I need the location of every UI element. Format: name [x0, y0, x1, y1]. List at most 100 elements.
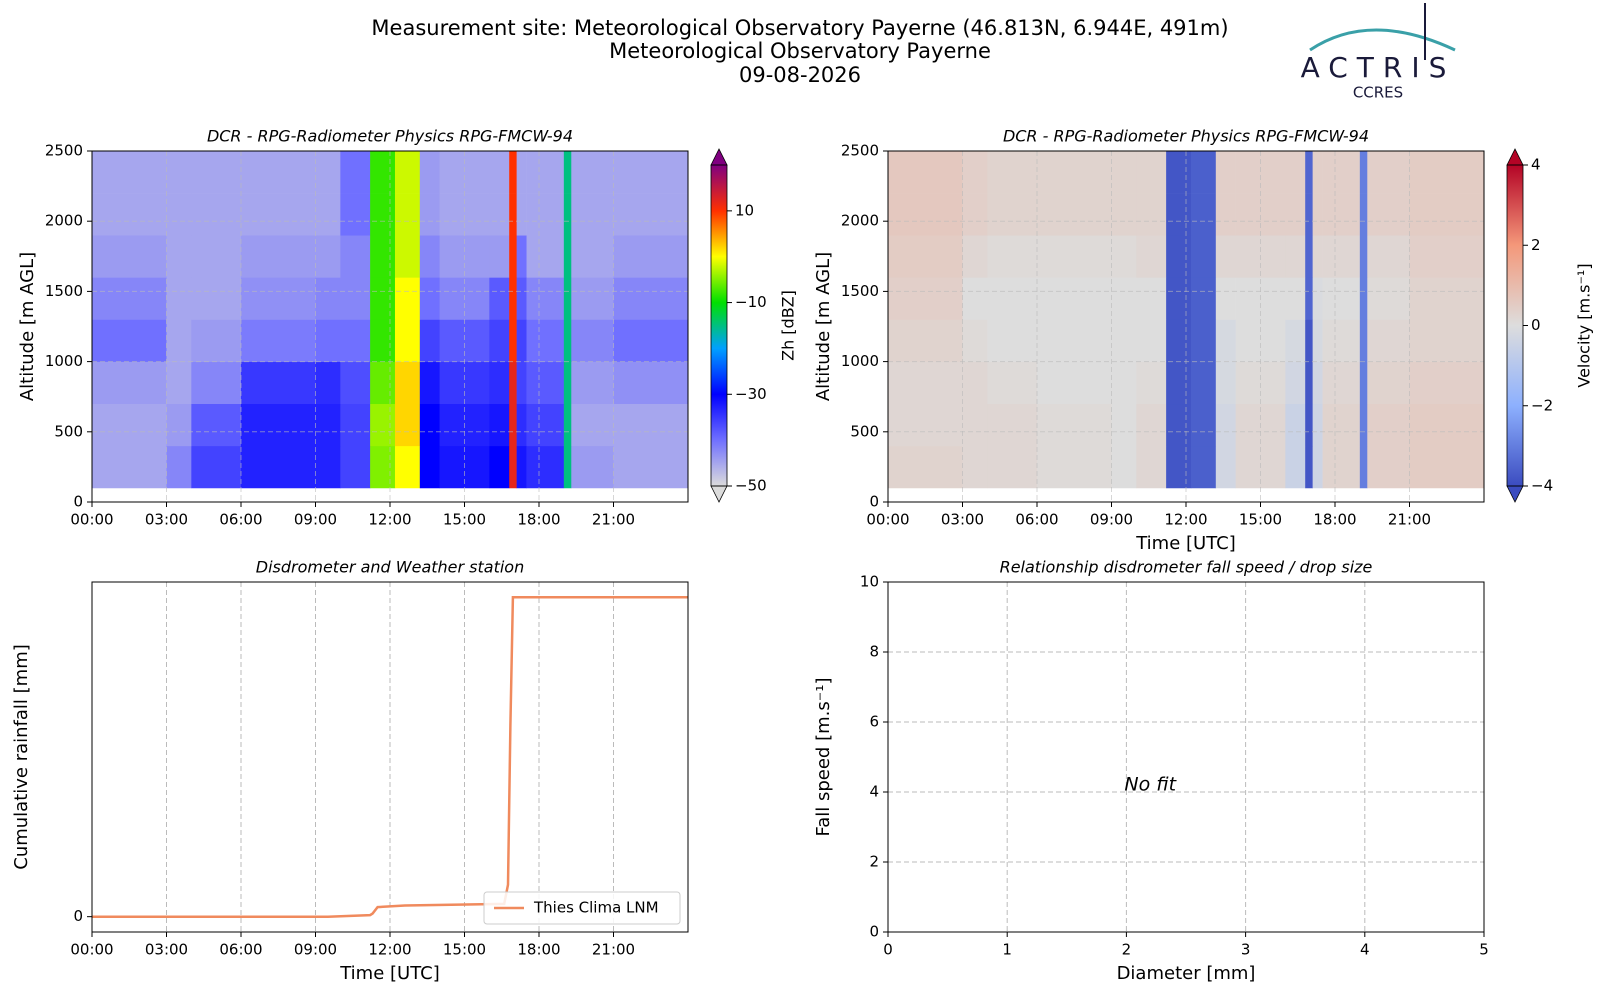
heatmap-cell [489, 361, 510, 405]
heatmap-cell [1215, 319, 1236, 362]
y-axis-label: Cumulative rainfall [mm] [11, 644, 32, 870]
heatmap-cell [1359, 319, 1368, 362]
heatmap-cell [92, 361, 167, 405]
heatmap-cell [394, 235, 421, 278]
heatmap-cell [888, 319, 963, 362]
heatmap-cell [888, 277, 963, 320]
y-tick-label: 0 [869, 923, 879, 941]
heatmap-cell [888, 151, 963, 194]
heatmap-cell [516, 235, 527, 278]
heatmap-cell [1409, 319, 1485, 362]
legend-box [483, 891, 681, 925]
heatmap-cell [92, 277, 167, 320]
heatmap-cell [987, 445, 1038, 489]
panel-title: Disdrometer and Weather station [256, 558, 524, 577]
heatmap-cell [241, 319, 316, 362]
heatmap-cell [241, 193, 316, 236]
heatmap-cell [489, 403, 510, 447]
heatmap-cell [1285, 361, 1306, 405]
heatmap-cell [1136, 235, 1167, 278]
heatmap-cell [509, 235, 517, 278]
heatmap-cell [489, 151, 510, 194]
heatmap-cell [315, 277, 341, 320]
heatmap-cell [1111, 151, 1137, 194]
heatmap-cell [1037, 319, 1112, 362]
heatmap-cell [1166, 151, 1192, 194]
heatmap-cell [1037, 193, 1112, 236]
heatmap-cell [509, 361, 517, 405]
y-tick-label: 2500 [841, 142, 879, 160]
heatmap-cell [1166, 193, 1192, 236]
logo: ACTRIS CCRES [1301, 3, 1456, 102]
heatmap-cell [1367, 319, 1410, 362]
heatmap-cell [394, 361, 421, 405]
heatmap-cell [370, 319, 396, 362]
heatmap-cell [1359, 235, 1368, 278]
heatmap-cell [1285, 403, 1306, 447]
heatmap-cell [1305, 361, 1313, 405]
heatmap-cell [166, 277, 192, 320]
heatmap-cell [962, 235, 988, 278]
date: 09-08-2026 [739, 63, 861, 87]
heatmap-cell [526, 319, 565, 362]
heatmap-cell [1312, 193, 1323, 236]
heatmap-cell [1305, 445, 1313, 489]
heatmap-cell [563, 403, 572, 447]
heatmap-cell [1136, 403, 1167, 447]
heatmap-cell [1367, 403, 1410, 447]
heatmap-cell [888, 361, 963, 405]
heatmap-cell [419, 361, 440, 405]
colorbar-tick-label: 2 [1531, 236, 1541, 254]
heatmap-cell [1166, 445, 1192, 489]
x-tick-label: 03:00 [941, 511, 984, 529]
heatmap-cell [1111, 403, 1137, 447]
y-axis-label: Altitude [m AGL] [17, 252, 38, 401]
panel-title: DCR - RPG-Radiometer Physics RPG-FMCW-94 [1003, 127, 1369, 146]
heatmap-cell [987, 193, 1038, 236]
y-tick-label: 1000 [841, 352, 879, 370]
heatmap-cell [166, 235, 192, 278]
heatmap-cell [1285, 235, 1306, 278]
heatmap-cell [1285, 277, 1306, 320]
heatmap-cell [1312, 403, 1323, 447]
heatmap-cell [394, 193, 421, 236]
heatmap-cell [394, 277, 421, 320]
heatmap-cell [1215, 445, 1236, 489]
colorbar-tick-label: 10 [735, 201, 754, 219]
colorbar-tick-label: −30 [735, 385, 767, 403]
heatmap-cell [1285, 445, 1306, 489]
heatmap-cell [1190, 193, 1217, 236]
heatmap-cell [613, 235, 689, 278]
heatmap-cell [191, 445, 242, 489]
y-tick-label: 0 [869, 493, 879, 511]
heatmap-cell [1305, 403, 1313, 447]
heatmap-cell [987, 235, 1038, 278]
y-tick-label: 1500 [841, 282, 879, 300]
heatmap-cell [1359, 193, 1368, 236]
heatmap-cell [613, 277, 689, 320]
heatmap-cell [419, 235, 440, 278]
heatmap-cell [340, 277, 371, 320]
x-tick-label: 4 [1360, 941, 1370, 959]
x-tick-label: 21:00 [1388, 511, 1431, 529]
heatmap-cell [1136, 445, 1167, 489]
heatmap-cell [613, 361, 689, 405]
heatmap-cell [191, 235, 242, 278]
heatmap-cell [340, 403, 371, 447]
x-tick-label: 09:00 [1090, 511, 1133, 529]
heatmap-cell [489, 445, 510, 489]
heatmap-cell [987, 277, 1038, 320]
heatmap-cell [888, 235, 963, 278]
heatmap-cell [166, 151, 192, 194]
heatmap-cell [1367, 151, 1410, 194]
heatmap-cell [1305, 193, 1313, 236]
heatmap-cell [563, 193, 572, 236]
annotation: No fit [1124, 774, 1177, 796]
heatmap-cell [571, 235, 614, 278]
heatmap-cell [1111, 445, 1137, 489]
heatmap-cell [1037, 445, 1112, 489]
heatmap-cell [1111, 319, 1137, 362]
heatmap-cell [419, 193, 440, 236]
heatmap-cell [191, 193, 242, 236]
